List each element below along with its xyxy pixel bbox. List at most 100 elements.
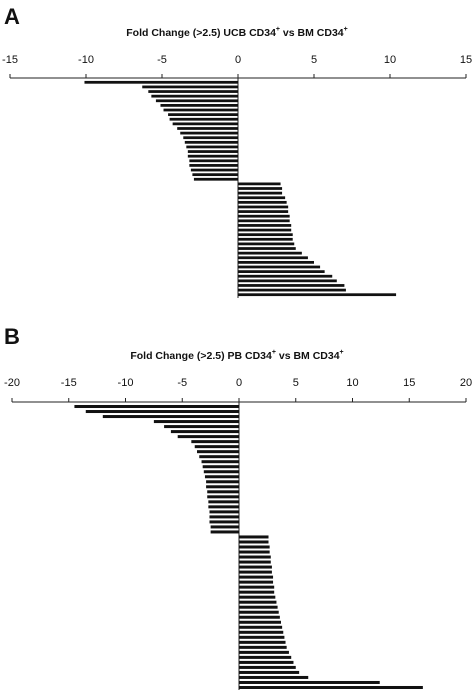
bar-b-14 xyxy=(203,470,239,474)
bar-b-49 xyxy=(239,645,287,649)
chart-panel-a: A Fold Change (>2.5) UCB CD34+ vs BM CD3… xyxy=(2,4,472,298)
bar-b-55 xyxy=(239,675,309,679)
bar-a-31 xyxy=(238,219,290,223)
x-tick-label-a: -10 xyxy=(78,54,94,66)
bar-b-10 xyxy=(197,450,239,454)
bar-a-6 xyxy=(160,104,238,107)
bar-a-37 xyxy=(238,247,296,250)
bar-b-7 xyxy=(177,435,239,439)
bar-a-39 xyxy=(238,256,308,260)
bar-b-11 xyxy=(199,455,239,459)
x-tick-label-a: -5 xyxy=(157,54,167,66)
bar-b-31 xyxy=(239,555,271,559)
bar-a-18 xyxy=(189,159,238,163)
bar-a-21 xyxy=(192,173,238,177)
bar-a-28 xyxy=(238,205,289,209)
bar-a-42 xyxy=(238,270,325,273)
bar-b-9 xyxy=(194,445,239,449)
bar-b-1 xyxy=(74,405,239,409)
bar-b-34 xyxy=(239,570,272,574)
bar-b-47 xyxy=(239,635,285,639)
x-tick-label-b: -15 xyxy=(61,377,77,389)
bar-a-27 xyxy=(238,200,287,204)
bar-a-16 xyxy=(187,150,238,153)
bar-b-38 xyxy=(239,590,275,594)
chart-title-a: Fold Change (>2.5) UCB CD34+ vs BM CD34+ xyxy=(126,26,347,39)
bar-a-36 xyxy=(238,242,295,246)
bar-b-21 xyxy=(208,505,239,509)
bar-b-5 xyxy=(164,425,239,429)
bar-b-37 xyxy=(239,585,275,589)
x-axis-ticks-a: -15 -10 -5 0 5 10 15 xyxy=(2,54,472,78)
bar-b-22 xyxy=(209,510,239,514)
bar-b-20 xyxy=(208,500,239,504)
panel-label-a: A xyxy=(4,4,20,29)
bar-a-38 xyxy=(238,251,302,255)
bar-b-41 xyxy=(239,605,278,609)
bar-a-25 xyxy=(238,191,283,195)
bar-a-10 xyxy=(172,122,238,126)
bar-a-7 xyxy=(163,108,238,112)
bar-a-29 xyxy=(238,210,289,213)
bar-b-18 xyxy=(207,490,239,494)
bar-b-27 xyxy=(239,535,269,539)
x-tick-label-b: -5 xyxy=(177,377,187,389)
bar-b-51 xyxy=(239,655,292,659)
bar-a-41 xyxy=(238,265,321,269)
bar-a-12 xyxy=(180,131,238,135)
x-tick-label-a: 0 xyxy=(235,54,241,66)
bar-b-29 xyxy=(239,545,270,549)
bar-b-45 xyxy=(239,625,283,629)
bar-b-52 xyxy=(239,660,294,664)
bar-b-3 xyxy=(102,415,239,419)
chart-title-b: Fold Change (>2.5) PB CD34+ vs BM CD34+ xyxy=(130,349,343,362)
bar-b-54 xyxy=(239,670,300,674)
bar-a-14 xyxy=(184,140,238,144)
bar-b-2 xyxy=(85,410,240,414)
bar-a-26 xyxy=(238,196,286,200)
bars-b xyxy=(74,405,423,689)
bar-b-13 xyxy=(202,465,239,469)
bar-a-46 xyxy=(238,288,346,292)
x-tick-label-a: 5 xyxy=(311,54,317,66)
bar-a-23 xyxy=(238,182,281,186)
bar-a-8 xyxy=(168,113,238,117)
bar-b-56 xyxy=(239,680,380,684)
bar-a-1 xyxy=(84,80,238,84)
bar-b-40 xyxy=(239,600,277,604)
bar-a-9 xyxy=(169,117,238,121)
bar-a-5 xyxy=(155,99,238,103)
bar-b-33 xyxy=(239,565,272,569)
bar-b-24 xyxy=(209,520,239,524)
x-tick-label-a: -15 xyxy=(2,54,18,66)
bar-b-4 xyxy=(153,420,239,424)
bar-a-24 xyxy=(238,187,283,190)
bar-a-4 xyxy=(151,94,238,98)
bar-a-11 xyxy=(177,127,238,130)
bar-b-8 xyxy=(191,440,239,444)
bar-a-32 xyxy=(238,224,292,227)
bar-b-26 xyxy=(210,530,239,534)
panel-label-b: B xyxy=(4,324,20,349)
bar-a-43 xyxy=(238,274,333,278)
x-tick-label-b: -20 xyxy=(4,377,20,389)
bar-b-44 xyxy=(239,620,281,624)
x-tick-label-b: 15 xyxy=(403,377,415,389)
bar-b-50 xyxy=(239,650,289,654)
bar-b-25 xyxy=(210,525,239,529)
bar-b-36 xyxy=(239,580,274,584)
bar-b-42 xyxy=(239,610,279,614)
bar-a-40 xyxy=(238,260,314,264)
bars-a xyxy=(84,80,397,297)
bar-a-45 xyxy=(238,284,345,287)
bar-b-16 xyxy=(206,480,239,484)
bar-a-3 xyxy=(148,90,238,93)
x-tick-label-b: 5 xyxy=(293,377,299,389)
bar-b-30 xyxy=(239,550,270,554)
bar-a-34 xyxy=(238,233,293,237)
bar-a-20 xyxy=(190,168,238,172)
bar-a-33 xyxy=(238,228,292,232)
x-tick-label-a: 15 xyxy=(460,54,472,66)
bar-b-48 xyxy=(239,640,286,644)
